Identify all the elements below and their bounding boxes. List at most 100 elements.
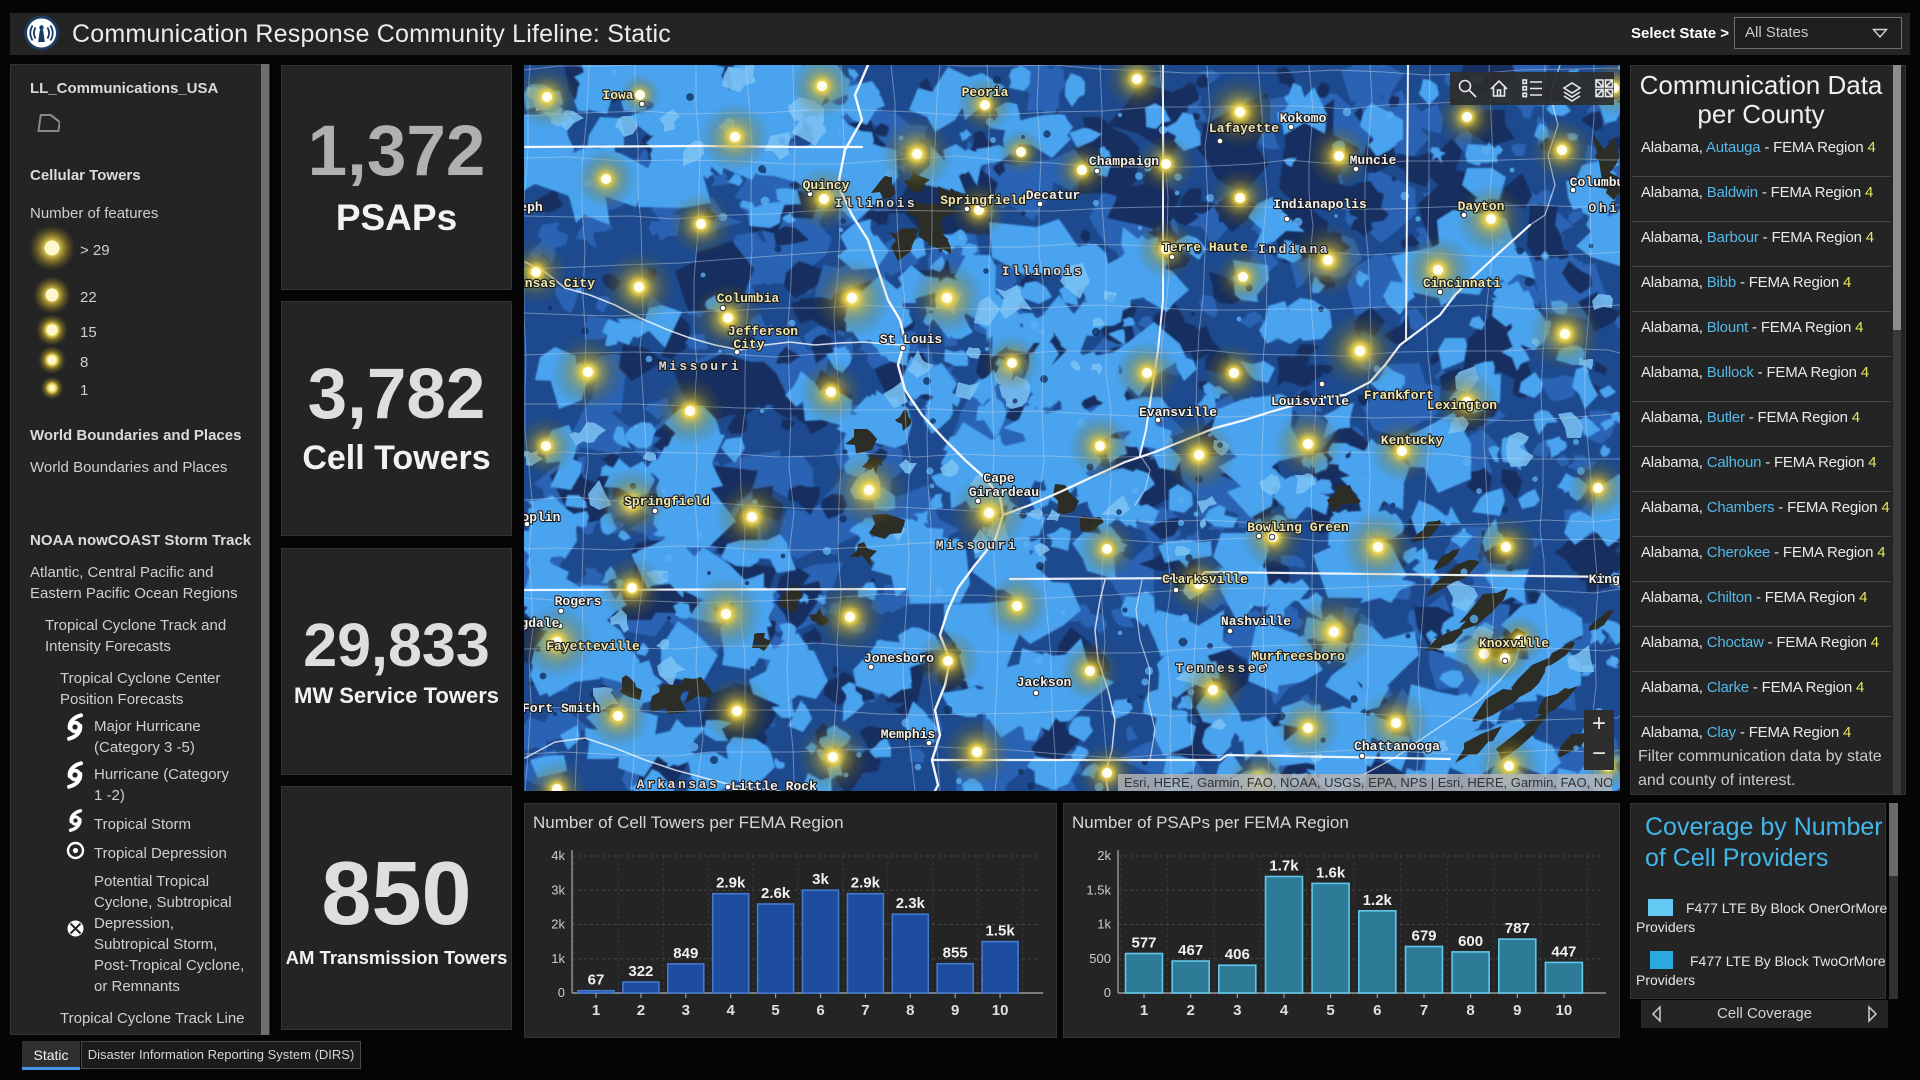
svg-text:Ohi: Ohi — [1589, 201, 1620, 216]
svg-text:10: 10 — [992, 1002, 1009, 1019]
svg-text:2.9k: 2.9k — [851, 875, 881, 892]
svg-text:6: 6 — [816, 1002, 824, 1019]
svg-text:eph: eph — [524, 200, 543, 215]
svg-text:Terre Haute: Terre Haute — [1162, 240, 1248, 255]
svg-text:3k: 3k — [551, 882, 565, 897]
svg-text:855: 855 — [943, 945, 968, 962]
svg-text:Girardeau: Girardeau — [969, 485, 1039, 500]
svg-text:Missouri: Missouri — [936, 538, 1018, 553]
svg-text:Frankfort: Frankfort — [1364, 388, 1434, 403]
svg-text:500: 500 — [1089, 951, 1111, 966]
svg-text:St Louis: St Louis — [880, 332, 943, 347]
svg-text:City: City — [733, 337, 764, 352]
svg-text:4: 4 — [1280, 1002, 1289, 1019]
svg-text:Joplin: Joplin — [524, 510, 561, 525]
svg-text:Bowling Green: Bowling Green — [1247, 520, 1349, 535]
svg-text:447: 447 — [1551, 943, 1576, 960]
svg-text:Clarksville: Clarksville — [1162, 572, 1248, 587]
svg-text:787: 787 — [1505, 920, 1530, 937]
svg-text:Champaign: Champaign — [1089, 154, 1159, 169]
svg-text:Springfield: Springfield — [940, 193, 1026, 208]
svg-text:Jackson: Jackson — [1017, 675, 1072, 690]
svg-text:Chattanooga: Chattanooga — [1354, 739, 1440, 754]
svg-text:322: 322 — [628, 963, 653, 980]
svg-text:1: 1 — [592, 1002, 600, 1019]
svg-text:Dayton: Dayton — [1458, 199, 1505, 214]
svg-text:Indiana: Indiana — [1258, 242, 1330, 257]
svg-text:1k: 1k — [551, 951, 565, 966]
svg-text:Kokomo: Kokomo — [1280, 111, 1327, 126]
svg-text:8: 8 — [906, 1002, 914, 1019]
svg-text:0: 0 — [1104, 985, 1111, 1000]
svg-text:Cape: Cape — [983, 471, 1014, 486]
svg-text:Fayetteville: Fayetteville — [546, 639, 640, 654]
svg-text:467: 467 — [1178, 942, 1203, 959]
svg-text:9: 9 — [1513, 1002, 1521, 1019]
svg-text:1.5k: 1.5k — [1086, 882, 1111, 897]
svg-text:Kingsp: Kingsp — [1589, 572, 1620, 587]
svg-text:Tennessee: Tennessee — [1176, 661, 1269, 676]
svg-text:4k: 4k — [551, 848, 565, 863]
svg-text:Murfreesboro: Murfreesboro — [1251, 649, 1345, 664]
svg-text:9: 9 — [951, 1002, 959, 1019]
svg-text:406: 406 — [1225, 946, 1250, 963]
svg-text:Peoria: Peoria — [962, 85, 1009, 100]
svg-text:2.6k: 2.6k — [761, 885, 791, 902]
svg-text:2k: 2k — [1097, 848, 1111, 863]
svg-text:Fort Smith: Fort Smith — [524, 701, 600, 716]
svg-text:Muncie: Muncie — [1350, 153, 1397, 168]
svg-text:Little Rock: Little Rock — [731, 779, 817, 791]
svg-text:1k: 1k — [1097, 917, 1111, 932]
svg-text:ansas City: ansas City — [524, 276, 595, 291]
svg-text:Kentucky: Kentucky — [1381, 433, 1444, 448]
svg-text:Jonesboro: Jonesboro — [864, 651, 934, 666]
svg-text:Nashville: Nashville — [1221, 614, 1291, 629]
svg-text:Decatur: Decatur — [1026, 188, 1081, 203]
svg-text:7: 7 — [861, 1002, 869, 1019]
svg-text:1.2k: 1.2k — [1363, 892, 1393, 909]
svg-text:Arkansas: Arkansas — [637, 777, 719, 791]
svg-text:Illinois: Illinois — [835, 196, 917, 211]
svg-text:1.6k: 1.6k — [1316, 864, 1346, 881]
svg-text:5: 5 — [1326, 1002, 1334, 1019]
svg-text:Quincy: Quincy — [803, 178, 850, 193]
svg-text:2: 2 — [1187, 1002, 1195, 1019]
svg-text:1.7k: 1.7k — [1269, 858, 1299, 875]
svg-text:1.5k: 1.5k — [985, 923, 1015, 940]
svg-text:849: 849 — [673, 945, 698, 962]
svg-text:Knoxville: Knoxville — [1479, 636, 1549, 651]
svg-text:8: 8 — [1466, 1002, 1474, 1019]
svg-text:2.9k: 2.9k — [716, 875, 746, 892]
svg-text:Springfield: Springfield — [624, 494, 710, 509]
svg-text:Columbia: Columbia — [717, 291, 780, 306]
svg-text:3: 3 — [1233, 1002, 1241, 1019]
svg-text:0: 0 — [558, 985, 565, 1000]
svg-text:5: 5 — [771, 1002, 779, 1019]
svg-text:Iowa: Iowa — [602, 88, 633, 103]
svg-text:577: 577 — [1131, 935, 1156, 952]
svg-text:Missouri: Missouri — [659, 359, 741, 374]
svg-text:67: 67 — [588, 972, 605, 989]
svg-text:Illinois: Illinois — [1002, 264, 1084, 279]
svg-text:Lafayette: Lafayette — [1209, 121, 1279, 136]
svg-text:Evansville: Evansville — [1139, 405, 1217, 420]
svg-text:7: 7 — [1420, 1002, 1428, 1019]
svg-text:3: 3 — [682, 1002, 690, 1019]
svg-text:Jefferson: Jefferson — [728, 324, 798, 339]
svg-text:Columbu: Columbu — [1570, 175, 1620, 190]
svg-text:Cincinnati: Cincinnati — [1423, 276, 1501, 291]
svg-text:3k: 3k — [812, 871, 829, 888]
svg-text:Lexington: Lexington — [1427, 398, 1497, 413]
svg-text:10: 10 — [1556, 1002, 1573, 1019]
svg-text:679: 679 — [1411, 928, 1436, 945]
svg-text:2k: 2k — [551, 917, 565, 932]
svg-text:Memphis: Memphis — [881, 727, 936, 742]
svg-text:6: 6 — [1373, 1002, 1381, 1019]
svg-text:4: 4 — [727, 1002, 736, 1019]
svg-text:2.3k: 2.3k — [896, 895, 926, 912]
svg-text:600: 600 — [1458, 933, 1483, 950]
svg-text:Rogers: Rogers — [555, 594, 602, 609]
svg-text:2: 2 — [637, 1002, 645, 1019]
svg-text:1: 1 — [1140, 1002, 1148, 1019]
svg-text:Indianapolis: Indianapolis — [1273, 197, 1367, 212]
